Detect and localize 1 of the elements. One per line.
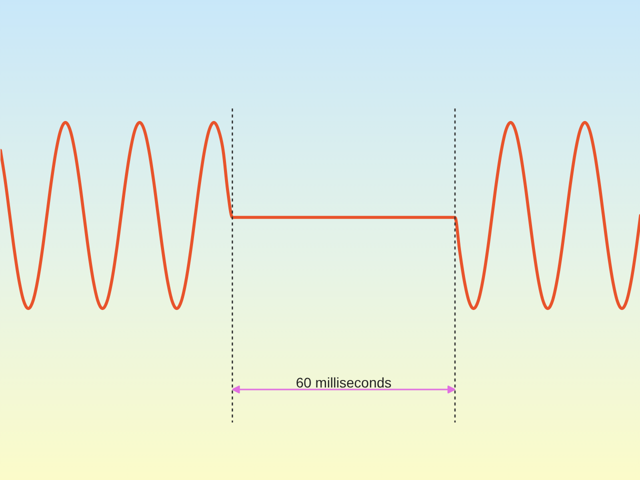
- text: 60 milliseconds: [296, 374, 392, 390]
